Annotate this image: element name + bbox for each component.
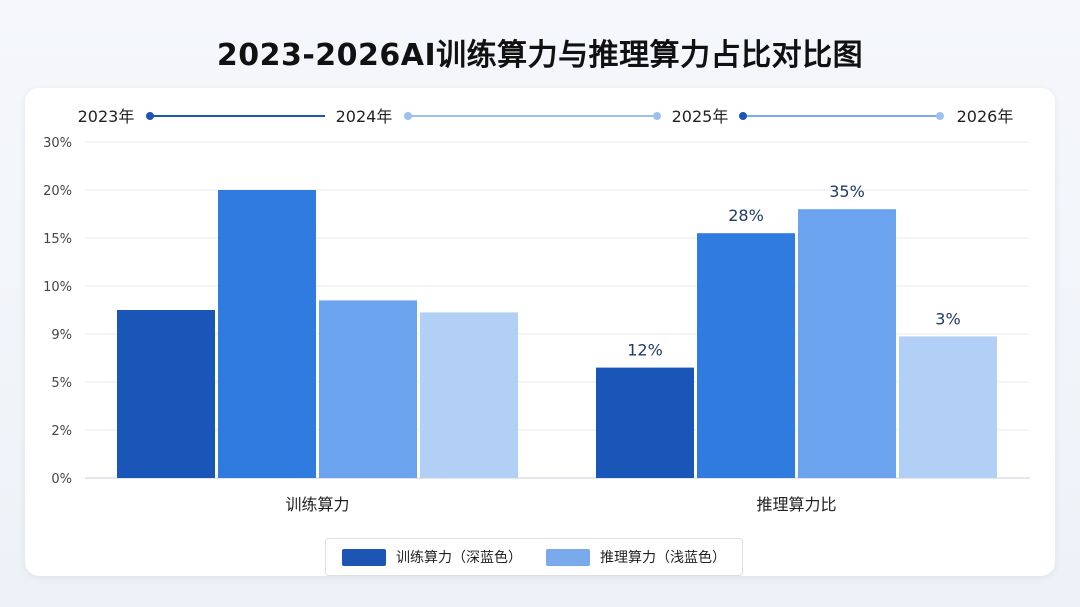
timeline-label-1: 2024年 — [336, 107, 393, 126]
bar-1-2 — [798, 209, 896, 478]
y-tick-label-3: 9% — [51, 328, 72, 343]
timeline-dot-start-0 — [146, 112, 154, 120]
x-category-label-0: 训练算力 — [285, 495, 349, 514]
data-label-1-2: 35% — [829, 182, 865, 201]
chart-title: 2023-2026AI训练算力与推理算力占比对比图 — [216, 38, 864, 73]
y-tick-label-1: 2% — [51, 424, 72, 439]
data-label-1-3: 3% — [935, 309, 960, 328]
y-tick-label-6: 20% — [43, 184, 72, 199]
y-tick-label-2: 5% — [51, 376, 72, 391]
bar-1-3 — [899, 336, 997, 478]
timeline-dot-end-1 — [653, 112, 661, 120]
bar-0-1 — [218, 190, 316, 478]
timeline-label-2: 2025年 — [672, 107, 729, 126]
legend: 训练算力（深蓝色） 推理算力（浅蓝色） — [325, 538, 743, 576]
legend-label-inference: 推理算力（浅蓝色） — [600, 550, 726, 566]
bar-0-0 — [117, 310, 215, 478]
y-tick-label-5: 15% — [43, 232, 72, 247]
timeline-label-3: 2026年 — [957, 107, 1014, 126]
bar-0-2 — [319, 300, 417, 478]
timeline-dot-start-1 — [404, 112, 412, 120]
data-label-1-0: 12% — [627, 341, 663, 360]
data-label-1-1: 28% — [728, 206, 764, 225]
legend-item-inference: 推理算力（浅蓝色） — [546, 547, 726, 567]
bar-0-3 — [420, 312, 518, 478]
legend-item-training: 训练算力（深蓝色） — [342, 547, 522, 567]
y-tick-label-7: 30% — [43, 136, 72, 151]
y-tick-label-0: 0% — [51, 472, 72, 487]
bar-1-0 — [596, 367, 694, 478]
bar-1-1 — [697, 233, 795, 478]
y-tick-label-4: 10% — [43, 280, 72, 295]
legend-swatch-training — [342, 548, 386, 566]
timeline-label-0: 2023年 — [78, 107, 135, 126]
timeline-dot-start-2 — [739, 112, 747, 120]
legend-swatch-inference — [546, 548, 590, 566]
timeline-dot-end-2 — [936, 112, 944, 120]
legend-label-training: 训练算力（深蓝色） — [396, 550, 522, 566]
x-category-label-1: 推理算力比 — [756, 495, 836, 514]
